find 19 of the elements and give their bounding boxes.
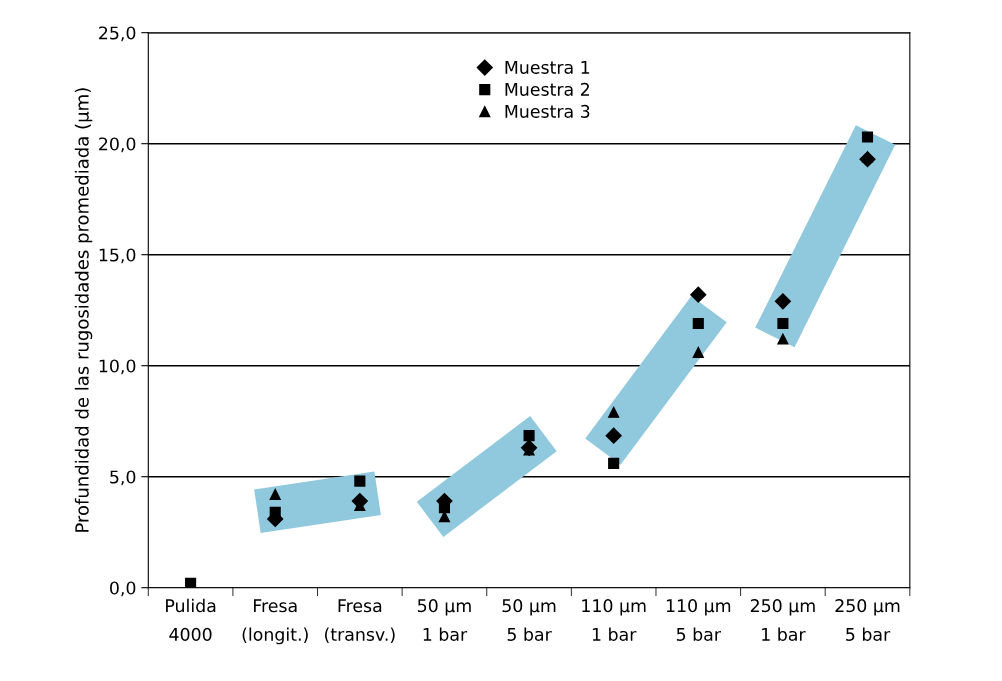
x-tick-label: 250 µm 5 bar: [835, 599, 900, 641]
x-tick-label: 250 µm 1 bar: [750, 599, 815, 641]
x-tick-label: 110 µm 5 bar: [666, 599, 731, 641]
legend-label: Muestra 3: [505, 104, 590, 118]
y-tick-label: 20,0: [99, 137, 136, 153]
y-tick-label: 0,0: [110, 581, 136, 597]
legend-label: Muestra 1: [505, 61, 590, 74]
y-tick-label: 5,0: [110, 470, 136, 486]
y-tick-label: 25,0: [99, 26, 136, 42]
x-tick-label: Pulida 4000: [166, 598, 216, 641]
legend-label: Muestra 2: [505, 82, 589, 96]
x-tick-label: 110 µm 1 bar: [582, 599, 646, 641]
x-tick-label: 50 µm 1 bar: [418, 599, 471, 641]
x-tick-label: 50 µm 5 bar: [502, 599, 556, 641]
y-axis-title: Profundidad de las rugosidades promediada (µm): [74, 88, 93, 532]
x-tick-label: Fresa (transv.): [325, 599, 395, 643]
x-tick-label: Fresa (longit.): [242, 599, 308, 645]
y-tick-label: 10,0: [99, 359, 136, 375]
y-tick-label: 15,0: [99, 248, 136, 264]
